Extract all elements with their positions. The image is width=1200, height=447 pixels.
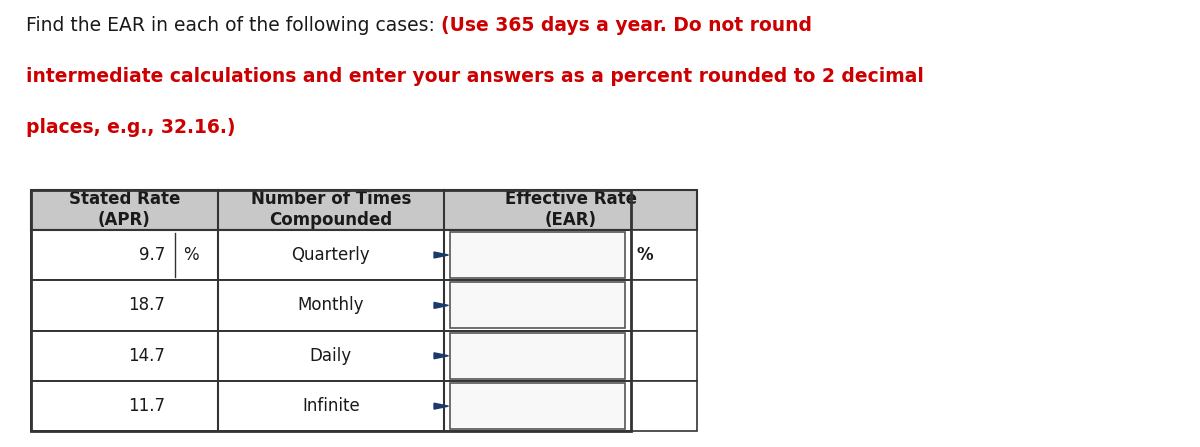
Text: Infinite: Infinite [302,397,360,415]
Text: Stated Rate
(APR): Stated Rate (APR) [68,190,180,229]
Text: Number of Times
Compounded: Number of Times Compounded [251,190,412,229]
Text: 11.7: 11.7 [128,397,166,415]
Text: intermediate calculations and enter your answers as a percent rounded to 2 decim: intermediate calculations and enter your… [26,67,924,86]
Text: Find the EAR in each of the following cases:: Find the EAR in each of the following ca… [26,16,442,35]
Text: %: % [637,246,653,264]
Text: Effective Rate
(EAR): Effective Rate (EAR) [505,190,637,229]
Text: Daily: Daily [310,347,352,365]
Text: %: % [182,246,198,264]
Text: Monthly: Monthly [298,296,364,314]
Text: Quarterly: Quarterly [292,246,371,264]
Text: 14.7: 14.7 [128,347,166,365]
Text: 18.7: 18.7 [128,296,166,314]
Text: (Use 365 days a year. Do not round: (Use 365 days a year. Do not round [442,16,812,35]
Text: places, e.g., 32.16.): places, e.g., 32.16.) [26,118,236,138]
Text: 9.7: 9.7 [139,246,166,264]
